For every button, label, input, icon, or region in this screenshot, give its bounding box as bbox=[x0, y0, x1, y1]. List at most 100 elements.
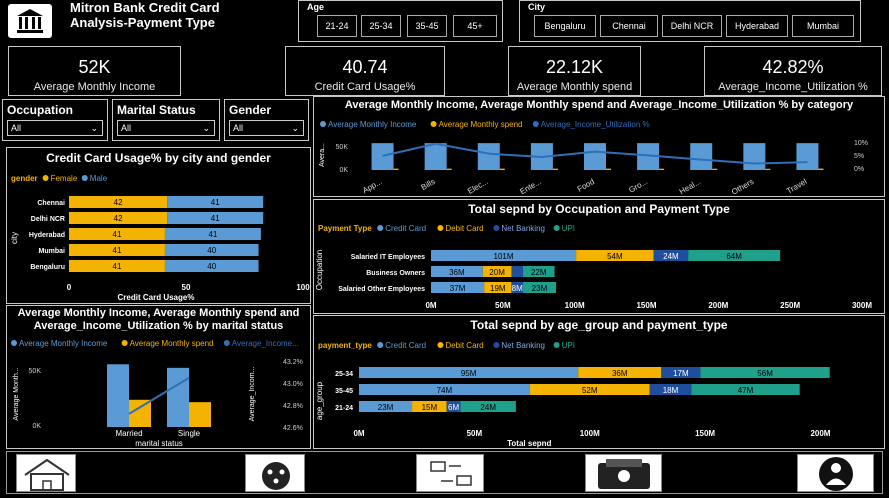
bar-segment bbox=[69, 196, 168, 208]
chart-city-gender-plot: gender Female Male Chennai 42 41 Delhi NCR 42 41… bbox=[10, 174, 310, 302]
marital-status-filter: Marital Status All ⌄ bbox=[112, 99, 220, 141]
kpi-avg-monthly-income: 52K Average Monthly Income bbox=[8, 46, 181, 96]
bar-segment bbox=[359, 401, 413, 412]
nav-profile-button[interactable] bbox=[797, 454, 874, 492]
y-tick-label: Mumbai bbox=[39, 248, 66, 255]
income-bar bbox=[796, 143, 819, 170]
x-tick-label: 100 bbox=[296, 283, 310, 292]
legend-label: Average_Income_Utilization % bbox=[541, 120, 650, 129]
x-tick-label: 200M bbox=[810, 429, 830, 438]
city-option-delhi-ncr[interactable]: Delhi NCR bbox=[662, 15, 722, 37]
city-slicer-label: City bbox=[528, 2, 546, 12]
bar-segment bbox=[576, 250, 654, 261]
y-axis-label: Average Month... bbox=[13, 367, 20, 420]
income-bar bbox=[371, 143, 394, 170]
legend-label: Debit Card bbox=[445, 341, 483, 350]
chart-category-plot: Average Monthly Income Average Monthly sp… bbox=[319, 120, 868, 197]
kpi-label: Average Monthly spend bbox=[516, 81, 633, 93]
dropdown-value: All bbox=[121, 123, 132, 133]
bar-segment bbox=[164, 244, 259, 256]
legend-label: Average Monthly spend bbox=[130, 339, 214, 348]
city-option-chennai[interactable]: Chennai bbox=[600, 15, 658, 37]
spend-bar bbox=[393, 168, 399, 170]
legend-label: Average Monthly Income bbox=[19, 339, 108, 348]
bar-segment bbox=[69, 244, 165, 256]
data-label: 42 bbox=[114, 198, 123, 207]
x-tick-label: 50M bbox=[467, 429, 483, 438]
data-label: 20M bbox=[489, 268, 505, 277]
nav-spend-button[interactable] bbox=[585, 454, 662, 492]
city-option-mumbai[interactable]: Mumbai bbox=[792, 15, 854, 37]
y2-tick-label: 5% bbox=[854, 153, 864, 160]
legend-marker bbox=[377, 342, 384, 348]
bar-segment bbox=[167, 196, 264, 208]
kpi-credit-card-usage: 40.74 Credit Card Usage% bbox=[285, 46, 445, 96]
user-icon bbox=[819, 457, 853, 491]
data-label: 8M bbox=[512, 284, 523, 293]
legend-label: UPI bbox=[562, 341, 575, 350]
bar-segment bbox=[460, 401, 516, 412]
bar-segment bbox=[649, 384, 692, 395]
occupation-dropdown[interactable]: All ⌄ bbox=[7, 120, 103, 136]
y-tick-label: Chennai bbox=[37, 200, 65, 207]
chart-title: Average Monthly Income, Average Monthly … bbox=[17, 307, 300, 332]
marital-status-dropdown[interactable]: All ⌄ bbox=[117, 120, 215, 136]
kpi-value: 52K bbox=[78, 57, 111, 77]
bar-segment bbox=[359, 384, 530, 395]
nav-home-button[interactable] bbox=[16, 454, 76, 492]
utilization-line bbox=[128, 376, 190, 415]
x-tick-label: 50M bbox=[495, 301, 511, 310]
age-option-45plus[interactable]: 45+ bbox=[453, 15, 497, 37]
x-tick-label: 0M bbox=[353, 429, 364, 438]
x-axis-label: Total sepnd bbox=[507, 439, 551, 448]
age-option-35-45[interactable]: 35-45 bbox=[407, 15, 447, 37]
income-bar bbox=[107, 364, 129, 427]
x-tick-label: Married bbox=[115, 429, 142, 438]
spend-bar bbox=[499, 168, 505, 170]
data-label: 36M bbox=[612, 369, 628, 378]
data-label: 41 bbox=[113, 246, 122, 255]
data-label: 47M bbox=[738, 386, 754, 395]
x-tick-label: 300M bbox=[852, 301, 872, 310]
bar-segment bbox=[431, 282, 485, 293]
legend-title: gender bbox=[11, 174, 38, 183]
y-tick-label: 25-34 bbox=[335, 371, 353, 378]
kpi-label: Credit Card Usage% bbox=[314, 81, 416, 93]
bar-segment bbox=[700, 367, 830, 378]
city-option-bengaluru[interactable]: Bengaluru bbox=[534, 15, 596, 37]
chart-age-payment-plot: payment_type Credit Card Debit Card Net Ban… bbox=[315, 341, 831, 448]
spend-bar bbox=[712, 168, 718, 170]
bar-segment bbox=[69, 260, 165, 272]
marital-status-filter-label: Marital Status bbox=[117, 103, 196, 117]
kpi-label: Average_Income_Utilization % bbox=[718, 81, 868, 93]
y-axis-label: age_group bbox=[315, 381, 324, 420]
occupation-filter-label: Occupation bbox=[7, 103, 74, 117]
nav-payment-type-button[interactable] bbox=[416, 454, 484, 492]
age-option-25-34[interactable]: 25-34 bbox=[361, 15, 401, 37]
y2-tick-label: 10% bbox=[854, 140, 868, 147]
bar-segment bbox=[164, 228, 261, 240]
kpi-value: 22.12K bbox=[545, 57, 604, 77]
y-tick-label: Delhi NCR bbox=[31, 216, 65, 223]
nav-demographics-button[interactable] bbox=[245, 454, 305, 492]
y2-axis-label: Average_Incom... bbox=[249, 367, 256, 422]
age-option-21-24[interactable]: 21-24 bbox=[317, 15, 357, 37]
x-tick-label: 0 bbox=[67, 283, 72, 292]
bar-segment bbox=[431, 250, 577, 261]
chart-marital-status-plot: Average Monthly Income Average Monthly sp… bbox=[11, 339, 303, 448]
y-tick-label: 35-45 bbox=[335, 388, 353, 395]
gender-dropdown[interactable]: All ⌄ bbox=[229, 120, 304, 136]
legend-label: Male bbox=[90, 174, 108, 183]
kpi-value: 42.82% bbox=[762, 57, 824, 77]
y-tick-label: Bengaluru bbox=[30, 264, 65, 271]
city-option-hyderabad[interactable]: Hyderabad bbox=[726, 15, 788, 37]
bar-segment bbox=[412, 401, 447, 412]
x-tick-label: 100M bbox=[580, 429, 600, 438]
spend-bar bbox=[552, 168, 558, 170]
data-label: 54M bbox=[607, 252, 623, 261]
x-axis-label: marital status bbox=[135, 439, 183, 448]
data-label: 41 bbox=[211, 198, 220, 207]
spend-bar bbox=[659, 168, 665, 170]
income-bar bbox=[584, 143, 606, 170]
bar-segment bbox=[661, 367, 701, 378]
